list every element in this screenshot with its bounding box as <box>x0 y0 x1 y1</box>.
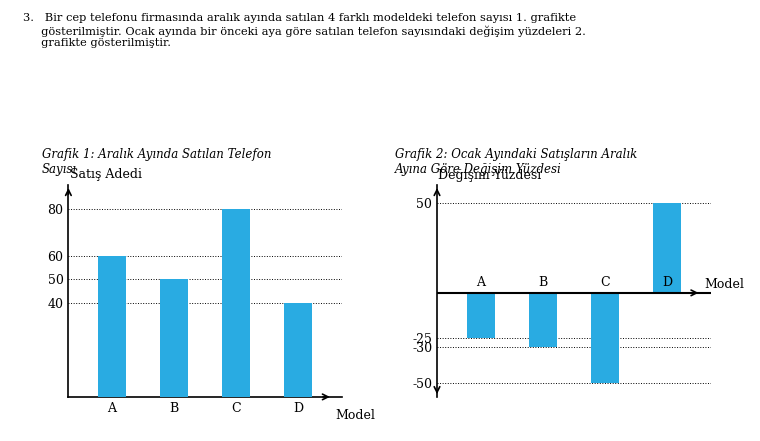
Text: A: A <box>476 276 485 289</box>
Bar <box>284 303 312 397</box>
Text: Grafik 2: Ocak Ayındaki Satışların Aralık
Ayına Göre Değişim Yüzdesi: Grafik 2: Ocak Ayındaki Satışların Aralı… <box>395 149 638 176</box>
Text: Değişim Yüzdesi: Değişim Yüzdesi <box>439 168 541 182</box>
Text: Model: Model <box>336 409 375 422</box>
Text: Satış Adedi: Satış Adedi <box>70 168 141 180</box>
Text: Grafik 1: Aralık Ayında Satılan Telefon
Sayısı: Grafik 1: Aralık Ayında Satılan Telefon … <box>42 149 271 176</box>
Bar <box>591 293 619 382</box>
Text: Model: Model <box>705 278 744 291</box>
Bar <box>222 209 250 397</box>
Text: C: C <box>600 276 610 289</box>
Bar <box>529 293 556 347</box>
Bar <box>98 256 126 397</box>
Text: 3.   Bir cep telefonu firmasında aralık ayında satılan 4 farklı modeldeki telefo: 3. Bir cep telefonu firmasında aralık ay… <box>23 13 586 48</box>
Bar <box>653 203 681 293</box>
Bar <box>160 279 188 397</box>
Bar <box>467 293 495 338</box>
Text: B: B <box>538 276 547 289</box>
Text: D: D <box>662 276 672 289</box>
